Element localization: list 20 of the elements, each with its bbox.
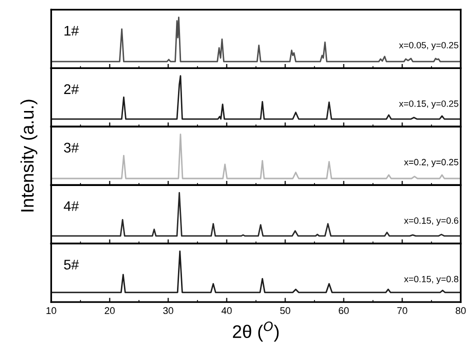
annotation: 4# [64, 201, 79, 211]
annotation: 5# [64, 260, 79, 270]
annotation: x=0.15, y=0.8 [404, 276, 458, 284]
annotation: 2# [64, 84, 79, 94]
x-tick-label: 60 [338, 307, 349, 314]
x-axis-title: 2θ ($^{O}$) [232, 322, 279, 342]
x-tick-label: 20 [104, 307, 115, 314]
annotation: x=0.2, y=0.25 [404, 158, 458, 168]
x-tick-label: 10 [46, 307, 56, 314]
x-tick-label: 70 [397, 307, 408, 314]
annotation: x=0.05, y=0.25 [399, 42, 458, 50]
annotation: x=0.15, y=0.25 [399, 100, 458, 109]
x-tick-label: 80 [456, 307, 466, 314]
annotation: 3# [64, 142, 79, 153]
x-tick-label: 30 [163, 307, 174, 314]
x-tick-label: 40 [222, 307, 232, 314]
annotation: x=0.15, y=0.6 [404, 217, 458, 226]
y-axis-title: Intensity (a.u.) [20, 100, 38, 212]
annotation: 1# [64, 26, 79, 36]
x-tick-label: 50 [280, 307, 290, 314]
